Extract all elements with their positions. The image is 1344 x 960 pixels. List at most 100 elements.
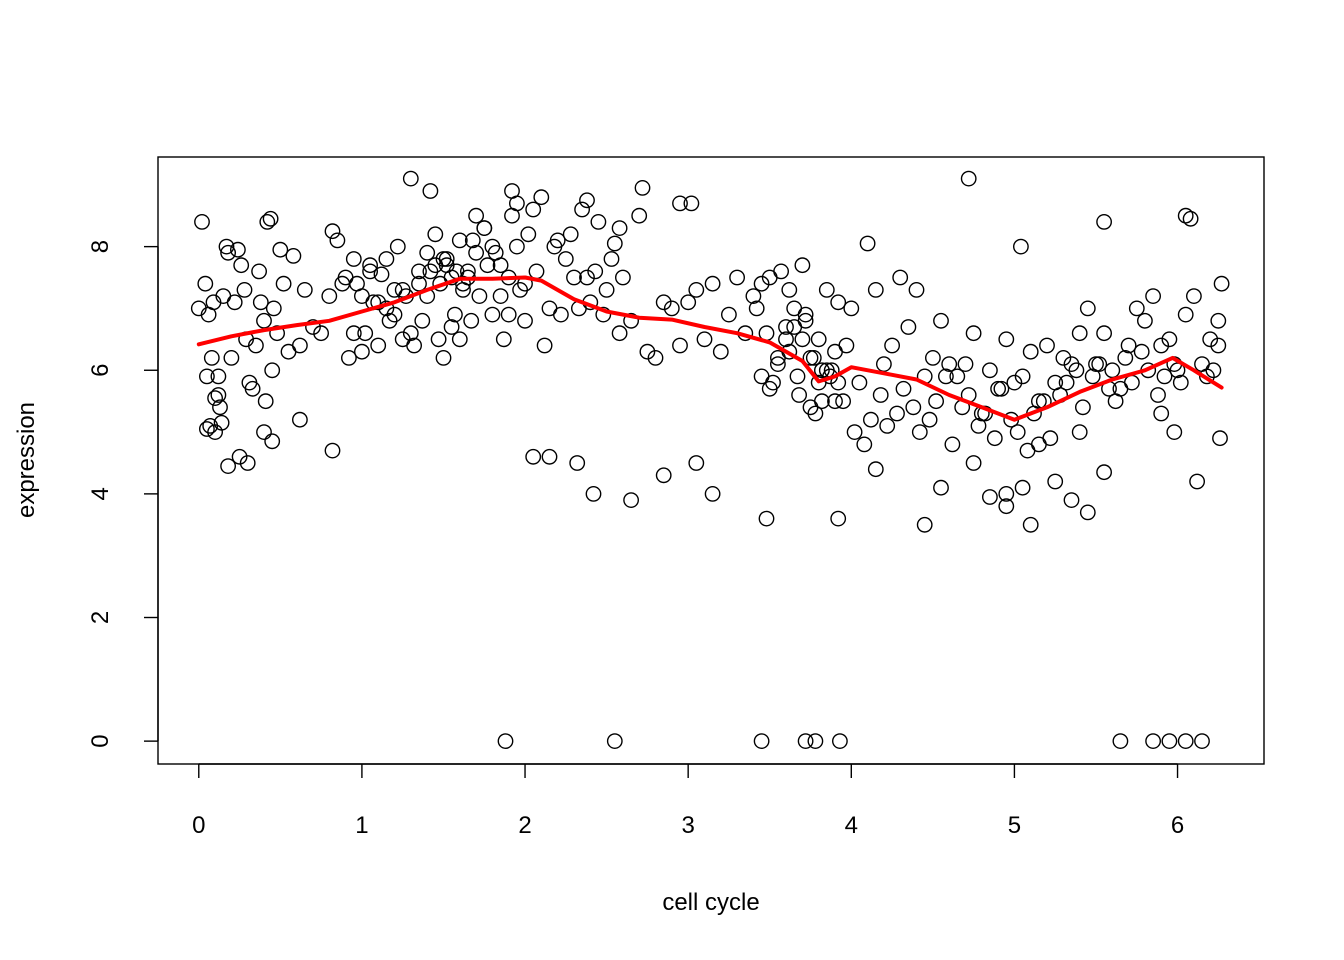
data-point (680, 294, 697, 311)
data-point (504, 207, 520, 224)
data-point (1014, 368, 1031, 385)
data-point (430, 331, 447, 348)
data-point (1009, 424, 1026, 440)
data-point (745, 288, 762, 304)
data-point (941, 356, 958, 372)
data-point (1153, 337, 1170, 354)
data-point (606, 235, 623, 252)
data-point (495, 331, 512, 348)
data-point (1107, 393, 1124, 410)
x-tick-label: 3 (681, 812, 694, 839)
data-point (324, 442, 341, 459)
data-point (381, 312, 398, 329)
data-point (1014, 479, 1031, 496)
data-point (272, 241, 289, 258)
data-point (1019, 442, 1036, 459)
data-point (236, 281, 253, 298)
data-point (427, 257, 444, 274)
data-point (321, 288, 338, 304)
data-point (1117, 349, 1134, 366)
data-point (213, 414, 230, 431)
data-point (933, 312, 949, 329)
data-point (435, 349, 452, 366)
data-point (1063, 492, 1080, 508)
data-point (1172, 374, 1189, 391)
data-point (520, 226, 537, 243)
data-point (1042, 430, 1059, 447)
data-point (1128, 300, 1145, 317)
data-point (492, 257, 509, 274)
plot-frame (157, 156, 1265, 765)
data-point (938, 368, 954, 385)
data-point (446, 306, 463, 323)
data-point (1153, 405, 1170, 422)
data-point (598, 281, 615, 298)
data-point (492, 288, 509, 304)
data-point (797, 312, 814, 329)
data-point (262, 210, 279, 227)
data-point (226, 294, 243, 311)
data-point (497, 733, 514, 749)
data-point (345, 325, 362, 342)
data-point (835, 393, 851, 410)
data-point (631, 207, 648, 224)
data-point (818, 281, 835, 298)
data-point (944, 436, 961, 453)
data-point (210, 368, 227, 385)
data-point (229, 241, 246, 258)
data-point (729, 269, 745, 286)
data-point (1071, 325, 1088, 342)
data-point (1213, 275, 1230, 292)
data-point (830, 294, 847, 311)
data-point (419, 244, 436, 261)
x-tick-label: 1 (355, 812, 368, 839)
data-point (925, 349, 941, 366)
data-point (291, 411, 308, 428)
data-point (1124, 374, 1140, 391)
data-point (1202, 331, 1219, 348)
data-point (802, 349, 819, 366)
data-point (786, 319, 803, 335)
data-point (525, 201, 542, 218)
data-point (411, 263, 427, 280)
data-point (1133, 343, 1150, 360)
data-point (370, 294, 387, 311)
data-point (1079, 300, 1096, 317)
data-point (867, 461, 884, 478)
data-point (313, 325, 329, 342)
data-point (655, 467, 672, 484)
data-point (541, 448, 558, 465)
data-point (753, 275, 770, 292)
x-tick-label: 4 (845, 812, 858, 839)
data-point (422, 183, 439, 199)
data-point (1104, 362, 1121, 379)
y-tick-label: 6 (87, 364, 114, 377)
data-point (606, 733, 623, 749)
data-point (269, 325, 285, 342)
data-point (672, 337, 688, 354)
x-axis: 0 1 2 3 4 5 6 (192, 763, 1184, 839)
data-point (422, 263, 439, 280)
data-point (911, 424, 928, 440)
data-point (1068, 362, 1085, 379)
data-point (807, 405, 824, 422)
data-point (264, 433, 281, 450)
data-point (280, 343, 297, 360)
data-point (324, 223, 341, 240)
data-point (357, 325, 374, 342)
data-point (464, 232, 481, 249)
data-point (1161, 733, 1178, 749)
data-point (329, 232, 346, 249)
data-point (639, 343, 656, 360)
x-tick-label: 2 (518, 812, 531, 839)
data-point (463, 312, 480, 329)
data-point (1055, 349, 1072, 366)
data-point (1047, 473, 1064, 490)
data-point (541, 300, 558, 317)
data-point (933, 479, 949, 496)
data-point (362, 257, 378, 274)
data-point (867, 281, 884, 298)
data-point (970, 417, 987, 434)
data-point (900, 319, 917, 335)
data-point (753, 733, 770, 749)
